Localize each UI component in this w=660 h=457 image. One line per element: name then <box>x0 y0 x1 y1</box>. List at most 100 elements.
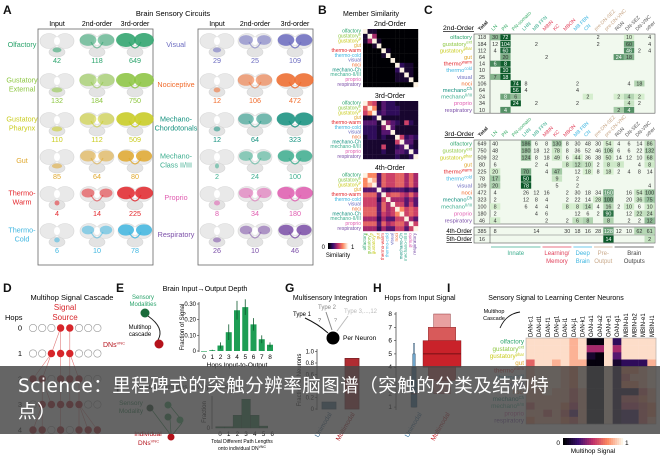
neuron-arbor <box>134 33 154 47</box>
brain-vnc <box>286 162 304 174</box>
similarity-cell <box>372 62 377 68</box>
table-cell: 2 <box>566 191 569 197</box>
similarity-cell <box>413 221 419 227</box>
similarity-colorbar-segment <box>336 243 338 249</box>
signal-cell <box>621 338 631 346</box>
similarity-cell <box>363 206 368 212</box>
table-cell: 12 <box>626 212 632 218</box>
table-row: 106 74 8 2 4 18 <box>478 80 645 87</box>
similarity-cell <box>390 110 396 116</box>
cell-shade <box>562 161 573 168</box>
panel-a-box-right <box>197 28 314 266</box>
similarity-cell <box>376 125 382 131</box>
neuron-count: 323 <box>289 135 301 144</box>
brain-vnc <box>126 125 144 137</box>
table-cell: 106 <box>604 149 613 155</box>
similarity-cell <box>408 192 414 198</box>
column-label-mbin-b1: MBIN-b1 <box>624 313 630 337</box>
signal-cell <box>647 338 657 346</box>
similarity-cell <box>399 62 405 68</box>
similarity-cell <box>395 125 400 131</box>
neuron-count: 25 <box>251 56 259 65</box>
column-label-mbin-l1: MBIN-l1 <box>650 315 656 337</box>
brain-vnc <box>246 125 264 137</box>
table-cell: 34 <box>479 101 485 107</box>
table-cell: 17 <box>492 177 498 183</box>
panel-d-title: Multihop Signal Cascade <box>31 293 114 302</box>
signal-cell <box>534 338 544 346</box>
neuron-arbor <box>117 186 135 200</box>
similarity-cell <box>404 110 410 116</box>
group-label: Deep <box>576 251 591 257</box>
x-axis-label-text: onto individual DN <box>218 446 259 452</box>
similarity-cell <box>404 38 410 44</box>
similarity-cell <box>363 43 368 49</box>
similarity-cell <box>399 120 405 126</box>
similarity-cell <box>385 48 391 54</box>
similarity-cell <box>372 29 377 35</box>
neuron-tract <box>128 231 142 239</box>
neuron-arbor <box>239 35 253 45</box>
neuron-arbor <box>116 73 136 87</box>
similarity-cell <box>385 38 391 44</box>
similarity-cell <box>367 58 373 64</box>
signal-colorbar-segment <box>619 438 622 445</box>
brain-vnc <box>286 236 304 248</box>
similarity-cell <box>395 187 400 193</box>
similarity-cell <box>385 29 391 35</box>
table-cell: 18 <box>502 75 508 81</box>
signal-colorbar-segment <box>605 438 608 445</box>
circuit-row-right-2: Mechano-Chordotonals 12 64 323 <box>155 112 314 144</box>
brain-center <box>94 190 100 198</box>
brain-vnc <box>246 162 264 174</box>
row-label: noci <box>461 191 472 197</box>
cascade-edge <box>51 327 61 354</box>
similarity-colorbar-segment <box>330 243 332 249</box>
table-cell: 16 <box>585 229 591 235</box>
similarity-cell <box>376 202 382 208</box>
cell-shade <box>623 40 635 47</box>
dn-label-text: DNs <box>103 342 117 349</box>
similarity-cell <box>413 77 419 83</box>
similarity-colorbar-segment <box>346 243 348 249</box>
similarity-cell <box>367 62 373 68</box>
similarity-row-label-text: gut <box>354 43 362 49</box>
brain-center <box>54 190 60 198</box>
y-tick-label: 6 <box>388 338 392 345</box>
neuron-tract <box>288 41 302 49</box>
similarity-cell <box>372 197 377 203</box>
similarity-row-label: mechano-II/III <box>330 216 361 222</box>
table-cell: 26 <box>523 191 529 197</box>
cell-shade <box>644 217 655 224</box>
neuron-arbor <box>212 47 222 53</box>
table-cell: 12 <box>575 170 581 176</box>
similarity-col-label-text: gustatory <box>366 235 371 255</box>
table-cell: 8 <box>545 142 548 148</box>
similarity-colorbar-segment <box>345 243 347 249</box>
signal-cell <box>595 345 605 353</box>
table-cell: 12 <box>647 219 653 225</box>
neuron-count: 106 <box>249 96 261 105</box>
similarity-cell <box>408 38 414 44</box>
similarity-cell <box>408 58 414 64</box>
similarity-cell <box>413 53 419 59</box>
group-label: Innate <box>507 251 524 257</box>
similarity-cell <box>381 221 387 227</box>
neuron-arbor <box>238 113 254 125</box>
signal-cell <box>638 359 648 367</box>
signal-cell <box>604 338 613 346</box>
caption-overlay: Science：里程碑式的突触分辨率脑图谱（突触的分类及结构特 点） <box>0 366 660 434</box>
table-cell: 8 <box>535 198 538 204</box>
table-cell: 14 <box>585 198 591 204</box>
similarity-colorbar-segment <box>328 243 330 249</box>
signal-colorbar-segment <box>571 438 574 445</box>
neuron-count: 8 <box>215 209 219 218</box>
column-header-kc: KC <box>552 129 561 138</box>
inactive-neuron <box>93 349 102 358</box>
neuron-tract <box>248 231 262 239</box>
active-neuron <box>66 324 74 332</box>
similarity-cell <box>404 130 410 136</box>
table-cell: 28 <box>595 198 601 204</box>
similarity-cell <box>404 211 410 217</box>
